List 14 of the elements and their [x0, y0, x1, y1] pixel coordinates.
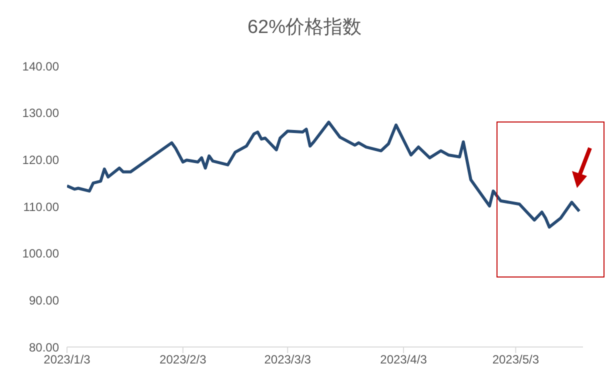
x-tick-label: 2023/1/3: [44, 352, 91, 367]
line-series: [67, 120, 581, 229]
y-tick-label: 90.00: [28, 293, 60, 308]
y-tick-label: 120.00: [22, 152, 60, 167]
y-tick-label: 80.00: [28, 340, 60, 354]
x-tick-label: 2023/5/3: [492, 352, 540, 367]
chart-title: 62%价格指数: [246, 16, 363, 40]
y-tick-label: 110.00: [23, 200, 60, 214]
y-tick-label: 140.00: [22, 59, 60, 74]
y-tick-label: 100.00: [22, 246, 60, 261]
x-tick-label: 2023/3/3: [264, 352, 312, 367]
x-tick-label: 2023/4/3: [380, 352, 428, 367]
x-tick-label: 2023/2/3: [160, 352, 207, 367]
y-tick-label: 130.00: [22, 106, 60, 120]
